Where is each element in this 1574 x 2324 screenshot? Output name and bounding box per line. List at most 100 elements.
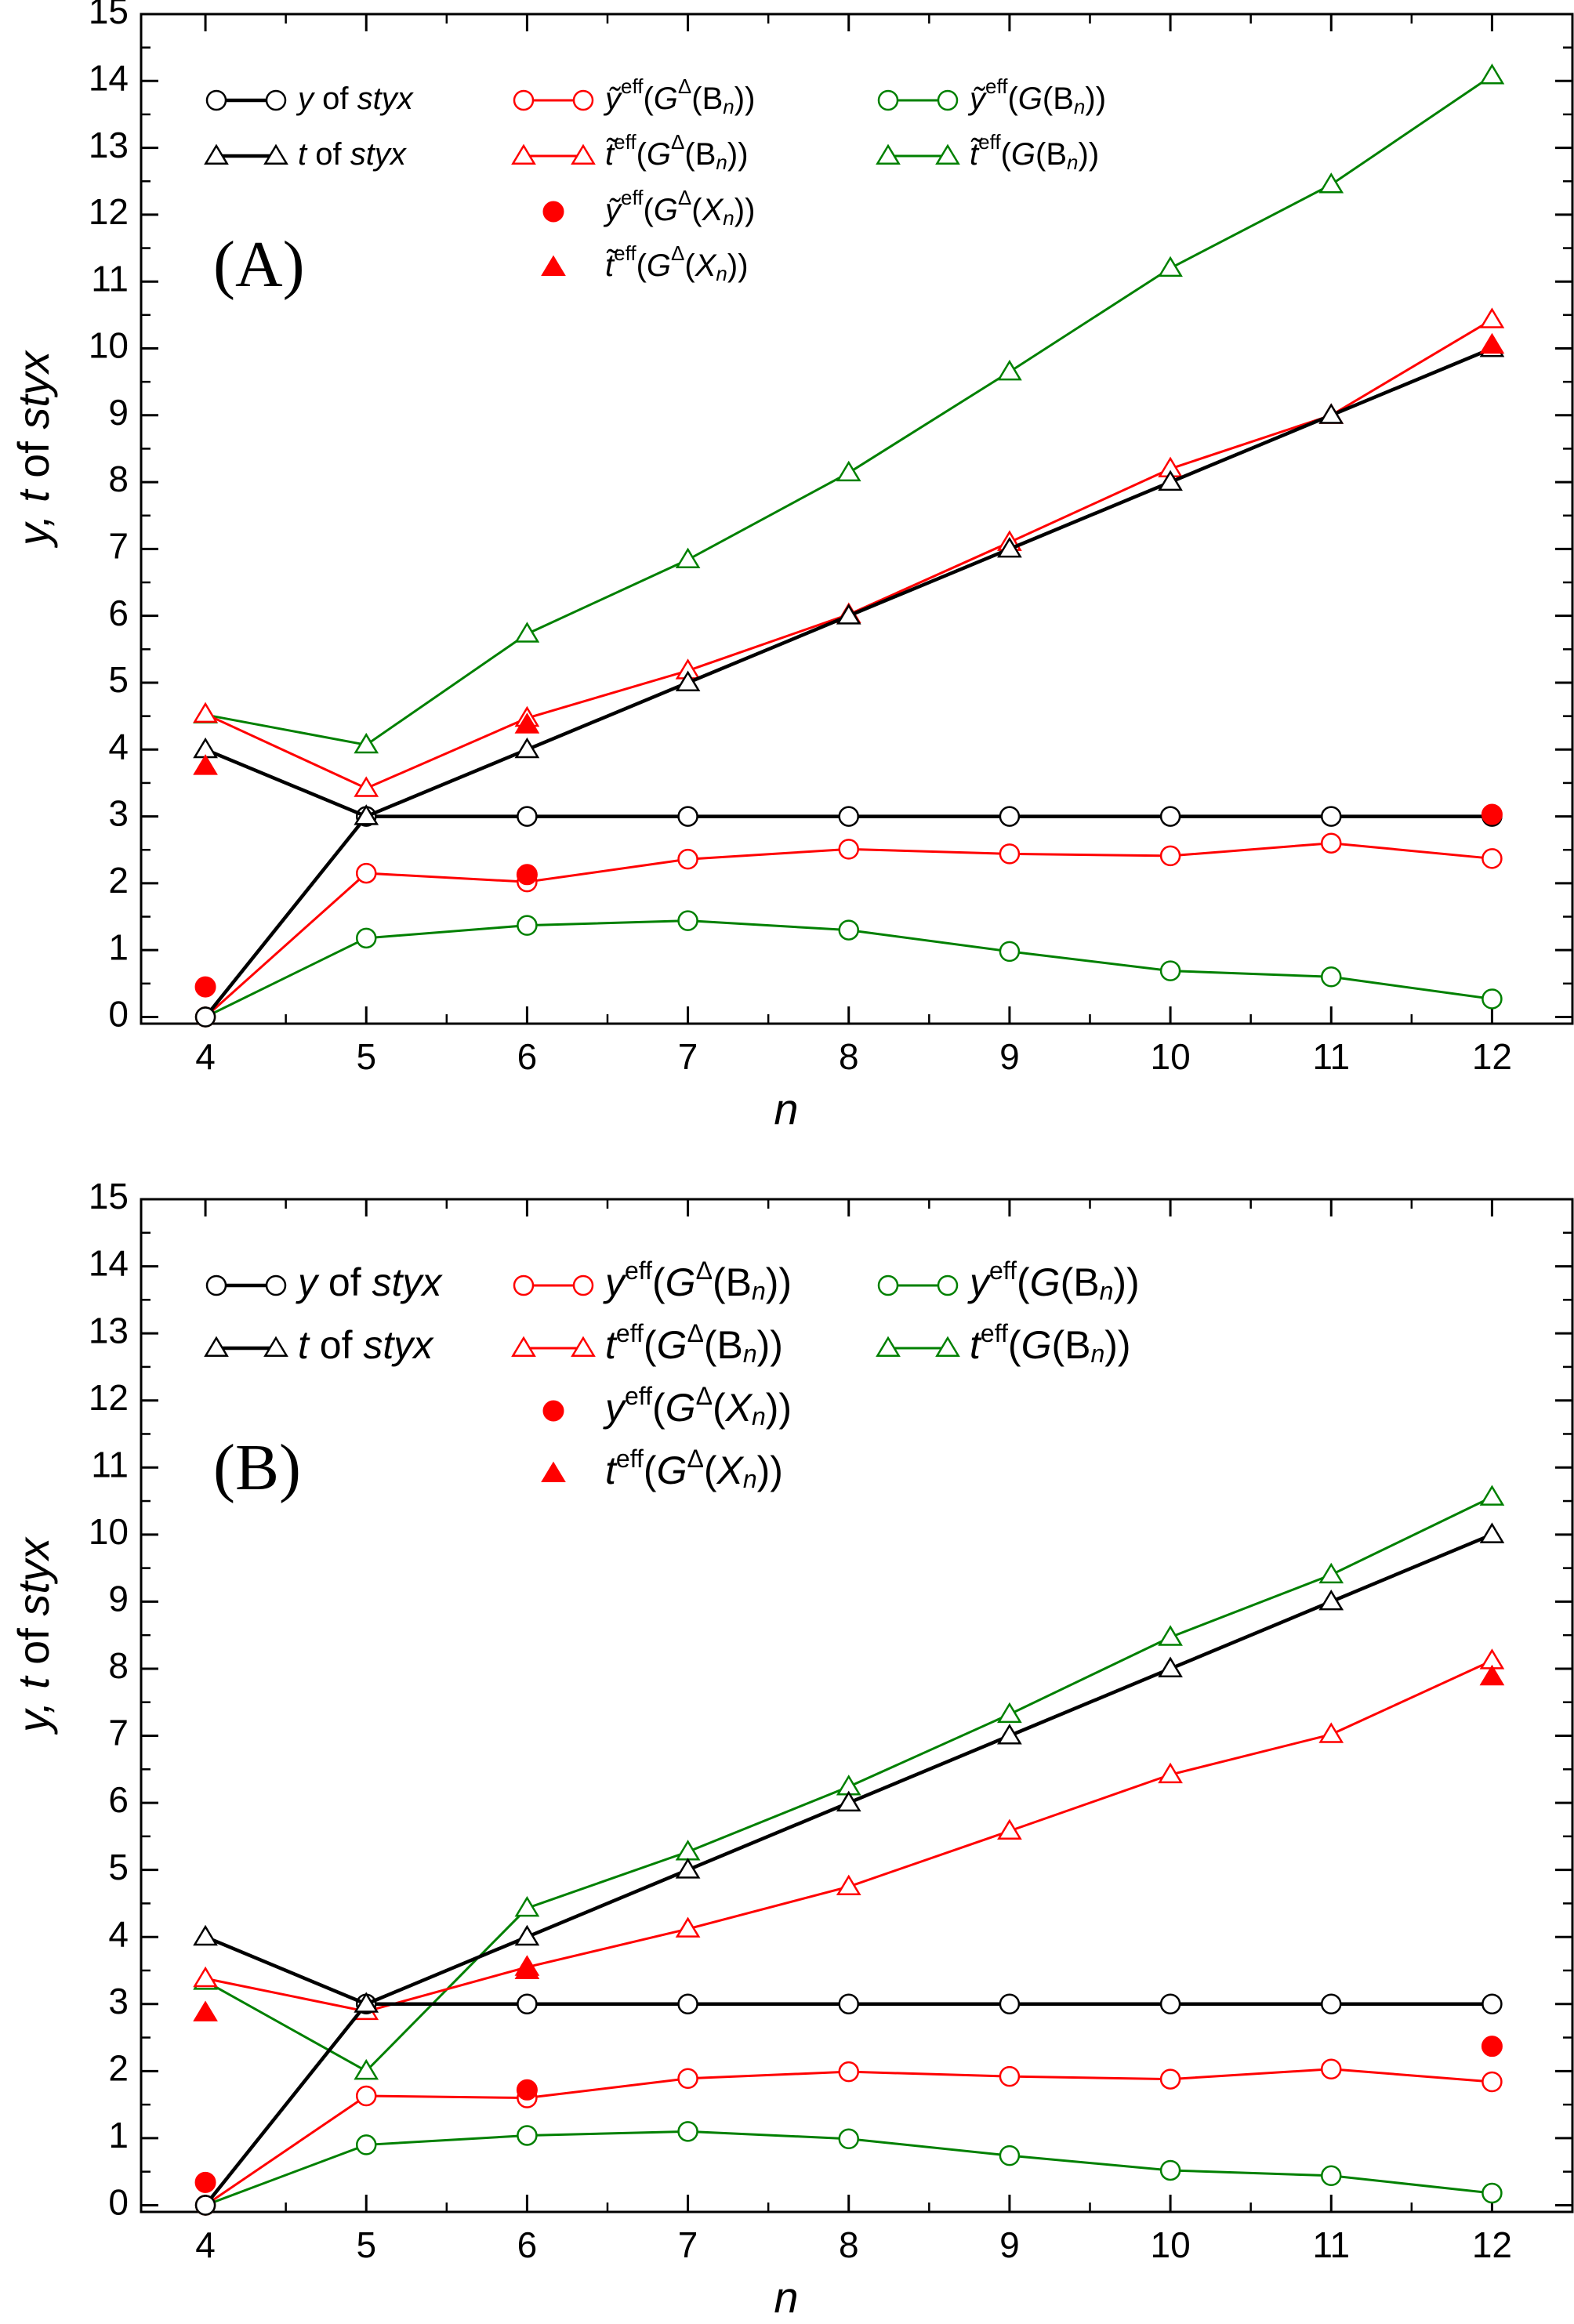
data-point xyxy=(836,1874,861,1896)
data-point xyxy=(514,1924,540,1946)
data-point xyxy=(838,2128,859,2149)
data-point xyxy=(1320,832,1342,854)
data-point xyxy=(516,2079,538,2101)
data-point xyxy=(1159,1993,1181,2015)
legend-marker xyxy=(571,1336,596,1357)
data-point xyxy=(354,1992,379,2013)
legend-label: ỹeff(GΔ(Xn)) xyxy=(603,186,755,230)
data-point xyxy=(1320,806,1342,827)
y-tick-label: 8 xyxy=(108,1645,129,1686)
x-tick-label: 11 xyxy=(1312,2224,1350,2265)
legend-entry: y of styx xyxy=(205,82,415,116)
legend-entry: t̃eff(G(Bn)) xyxy=(876,130,1099,174)
legend-label: t̃eff(GΔ(Xn)) xyxy=(605,241,749,285)
data-point xyxy=(514,1958,540,1979)
plot-frame xyxy=(140,1198,1574,2213)
y-tick-label: 0 xyxy=(108,2182,129,2223)
data-point xyxy=(675,1858,701,1879)
series-4 xyxy=(194,2036,1503,2193)
data-point xyxy=(838,806,859,827)
legend-entry: t of styx xyxy=(204,1323,434,1367)
data-point xyxy=(514,1895,540,1917)
data-point xyxy=(517,806,538,827)
data-point xyxy=(1318,403,1344,424)
data-point xyxy=(1318,1562,1344,1584)
y-tick-label: 11 xyxy=(91,1444,129,1485)
legend-marker xyxy=(541,255,566,276)
data-point xyxy=(354,804,379,825)
data-point xyxy=(1320,966,1342,988)
legend-marker xyxy=(263,1336,288,1357)
legend-entry: ỹeff(GΔ(Xn)) xyxy=(542,186,755,230)
legend-entry: t of styx xyxy=(204,137,408,172)
legend-marker xyxy=(937,1274,959,1296)
data-point xyxy=(1479,1522,1505,1543)
x-tick-label: 6 xyxy=(517,2224,538,2265)
data-point xyxy=(675,1840,701,1861)
data-point xyxy=(354,732,379,754)
y-tick-label: 15 xyxy=(89,0,129,31)
x-tick-label: 5 xyxy=(356,1036,376,1077)
legend-marker xyxy=(204,143,229,165)
y-tick-label: 5 xyxy=(108,659,129,700)
series-line xyxy=(205,346,1493,819)
data-point xyxy=(1479,1485,1505,1506)
series-5 xyxy=(193,332,1505,775)
y-tick-label: 1 xyxy=(108,926,129,967)
data-point xyxy=(675,1916,701,1938)
legend-marker xyxy=(876,1336,901,1357)
y-axis-title: y, t of styx xyxy=(9,1536,58,1735)
data-point xyxy=(1318,1722,1344,1743)
data-point xyxy=(194,976,216,998)
legend-label: t̃eff(G(Bn)) xyxy=(970,130,1099,174)
series-3 xyxy=(193,1648,1505,2021)
series-3 xyxy=(193,307,1505,797)
data-point xyxy=(1482,1993,1503,2015)
data-point xyxy=(193,702,218,723)
data-point xyxy=(1159,806,1181,827)
x-tick-label: 5 xyxy=(356,2224,376,2265)
y-tick-label: 2 xyxy=(108,2047,129,2088)
data-point xyxy=(1158,1625,1183,1646)
x-tick-label: 4 xyxy=(195,1036,216,1077)
legend-label: t of styx xyxy=(298,137,408,172)
y-tick-label: 3 xyxy=(108,1981,129,2021)
legend-marker xyxy=(572,1274,594,1296)
data-point xyxy=(1320,1993,1342,2015)
legend-entry: yeff(GΔ(Bn)) xyxy=(513,1256,792,1305)
data-point xyxy=(517,915,538,936)
series-0 xyxy=(194,1993,1503,2216)
legend-marker xyxy=(265,89,287,111)
y-tick-label: 4 xyxy=(108,726,129,767)
panel-label: (A) xyxy=(213,228,305,301)
series-4 xyxy=(194,803,1503,998)
y-tick-label: 14 xyxy=(89,57,129,98)
data-point xyxy=(1479,332,1505,354)
data-point xyxy=(677,848,698,870)
legend-label: yeff(GΔ(Xn)) xyxy=(603,1382,792,1430)
x-tick-label: 7 xyxy=(678,1036,698,1077)
data-point xyxy=(1158,1656,1183,1677)
legend-marker xyxy=(877,89,899,111)
legend-label: ỹeff(GΔ(Bn)) xyxy=(603,74,755,118)
x-tick-label: 12 xyxy=(1472,1036,1512,1077)
legend-marker xyxy=(542,201,564,223)
y-tick-label: 8 xyxy=(108,459,129,499)
data-point xyxy=(997,1724,1022,1745)
series-line xyxy=(205,1659,1493,2013)
legend-marker xyxy=(513,89,535,111)
legend-label: t of styx xyxy=(298,1323,434,1367)
y-tick-label: 11 xyxy=(91,258,129,299)
panel-label: (B) xyxy=(213,1431,301,1504)
data-point xyxy=(1481,2036,1503,2058)
legend-marker xyxy=(205,1274,227,1296)
data-point xyxy=(836,460,861,482)
data-point xyxy=(514,737,540,759)
data-point xyxy=(194,1006,216,1028)
data-point xyxy=(194,2171,216,2193)
legend-marker xyxy=(265,1274,287,1296)
legend-marker xyxy=(513,1274,535,1296)
data-point xyxy=(1320,2058,1342,2080)
legend-label: y of styx xyxy=(296,1260,443,1304)
